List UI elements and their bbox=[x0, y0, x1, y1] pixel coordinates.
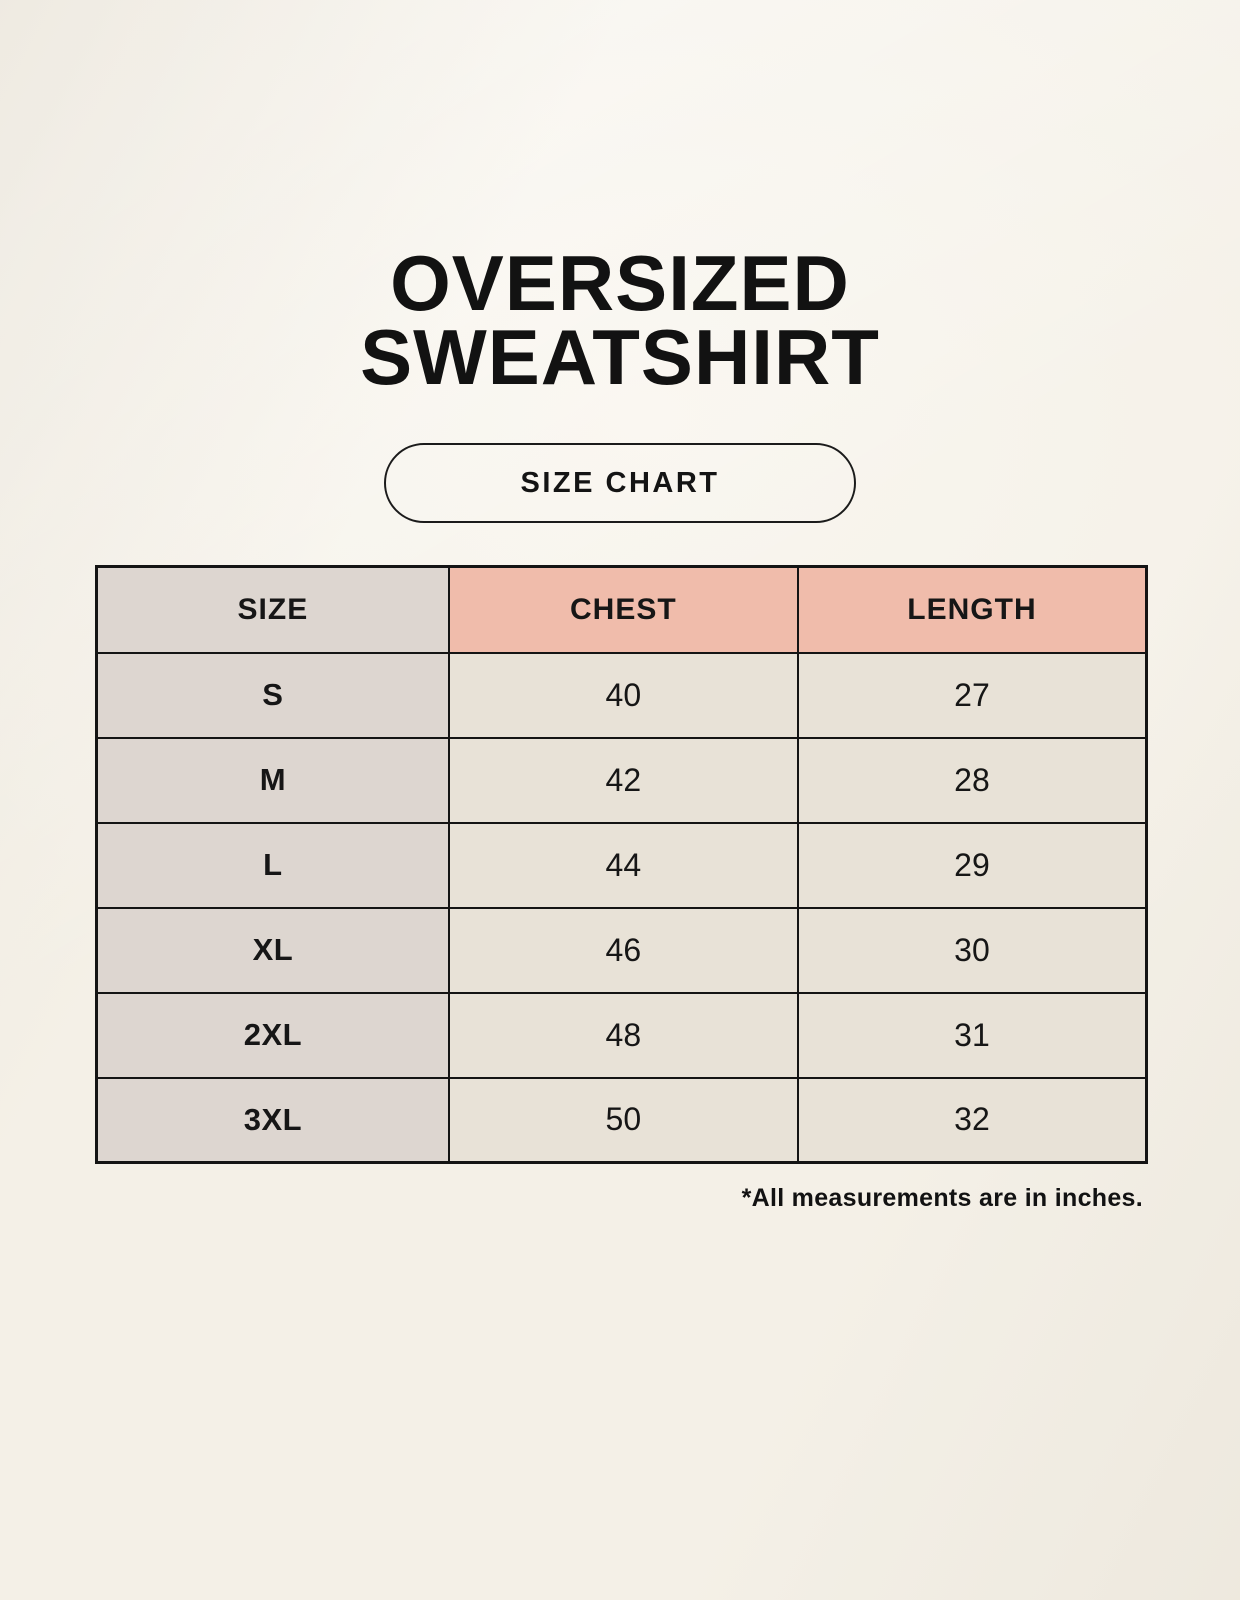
cell-size-l: L bbox=[95, 821, 450, 909]
table-row-3xl: 3XL 50 32 bbox=[95, 1076, 1148, 1164]
cell-size-3xl: 3XL bbox=[95, 1076, 450, 1164]
page-title-line-2: SWEATSHIRT bbox=[360, 313, 880, 401]
cell-length-m: 28 bbox=[796, 736, 1148, 824]
page-title-line-1: OVERSIZED bbox=[390, 239, 850, 327]
size-chart-button[interactable]: SIZE CHART bbox=[384, 443, 856, 523]
cell-length-3xl: 32 bbox=[796, 1076, 1148, 1164]
table-row-l: L 44 29 bbox=[95, 821, 1148, 909]
table-row-s: S 40 27 bbox=[95, 651, 1148, 739]
size-chart-button-label: SIZE CHART bbox=[520, 466, 720, 499]
column-header-length: LENGTH bbox=[796, 565, 1148, 654]
table-row-m: M 42 28 bbox=[95, 736, 1148, 824]
page-title: OVERSIZED SWEATSHIRT bbox=[0, 239, 1240, 401]
cell-length-xl: 30 bbox=[796, 906, 1148, 994]
cell-length-s: 27 bbox=[796, 651, 1148, 739]
table-row-xl: XL 46 30 bbox=[95, 906, 1148, 994]
measurements-footnote: *All measurements are in inches. bbox=[741, 1184, 1143, 1212]
cell-length-2xl: 31 bbox=[796, 991, 1148, 1079]
size-chart-table: SIZE CHEST LENGTH S 40 27 M 42 28 L 44 2… bbox=[95, 565, 1148, 1164]
cell-chest-l: 44 bbox=[447, 821, 799, 909]
table-row-2xl: 2XL 48 31 bbox=[95, 991, 1148, 1079]
cell-chest-3xl: 50 bbox=[447, 1076, 799, 1164]
cell-size-2xl: 2XL bbox=[95, 991, 450, 1079]
cell-size-s: S bbox=[95, 651, 450, 739]
cell-chest-2xl: 48 bbox=[447, 991, 799, 1079]
cell-chest-s: 40 bbox=[447, 651, 799, 739]
cell-length-l: 29 bbox=[796, 821, 1148, 909]
cell-chest-xl: 46 bbox=[447, 906, 799, 994]
column-header-chest: CHEST bbox=[447, 565, 799, 654]
cell-size-xl: XL bbox=[95, 906, 450, 994]
cell-chest-m: 42 bbox=[447, 736, 799, 824]
column-header-size: SIZE bbox=[95, 565, 450, 654]
cell-size-m: M bbox=[95, 736, 450, 824]
table-header-row: SIZE CHEST LENGTH bbox=[95, 565, 1148, 654]
